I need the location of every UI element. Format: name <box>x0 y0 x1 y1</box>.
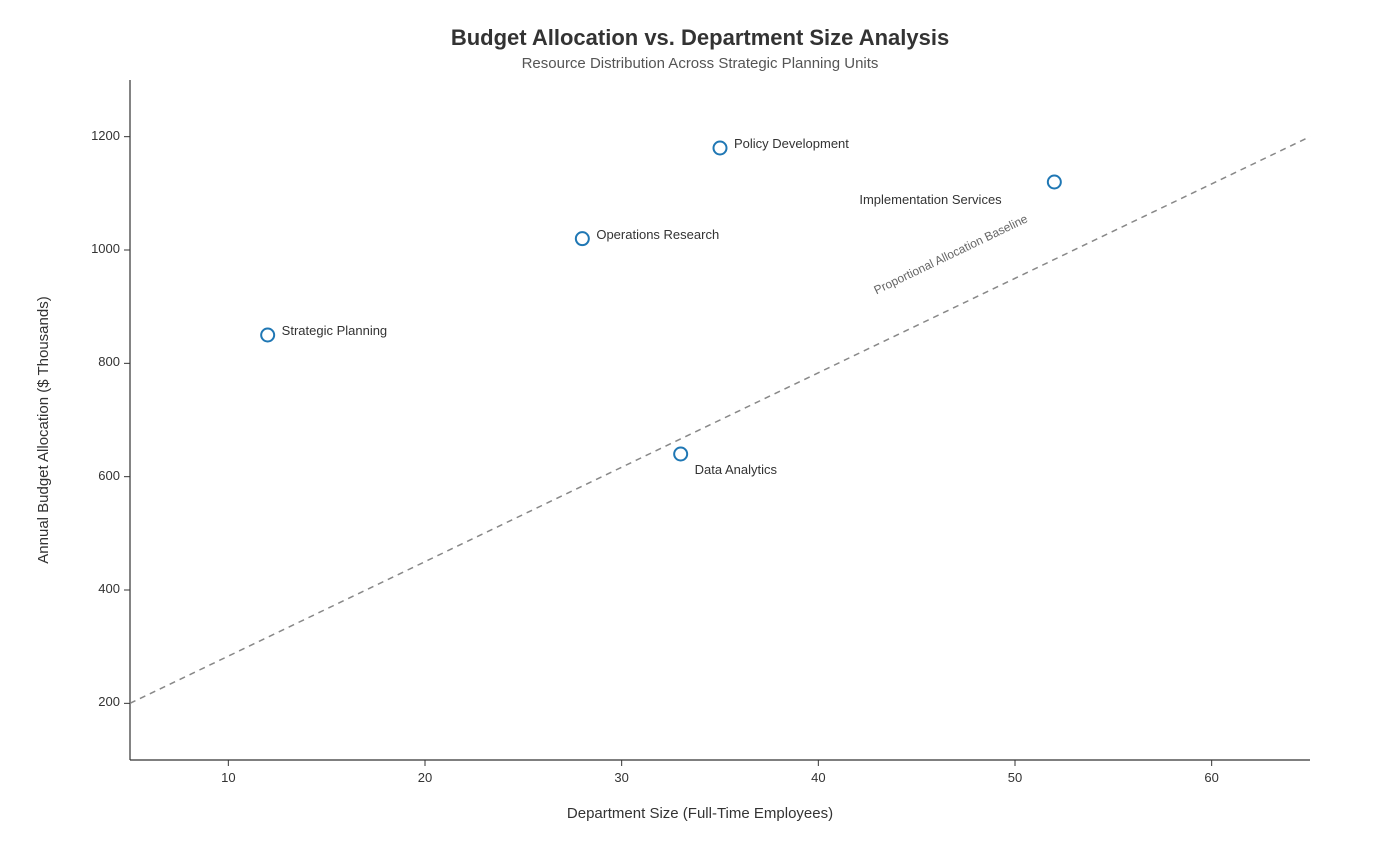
chart-root: Budget Allocation vs. Department Size An… <box>0 0 1400 865</box>
x-tick-label: 20 <box>400 770 450 785</box>
data-point-label: Policy Development <box>734 136 849 151</box>
x-tick-label: 40 <box>793 770 843 785</box>
y-axis-label: Annual Budget Allocation ($ Thousands) <box>35 240 52 620</box>
data-point-label: Strategic Planning <box>282 323 388 338</box>
data-point-label: Operations Research <box>596 227 719 242</box>
y-tick-label: 600 <box>60 468 120 483</box>
y-tick-label: 1000 <box>60 241 120 256</box>
data-point-label: Implementation Services <box>859 192 1001 207</box>
x-tick-label: 10 <box>203 770 253 785</box>
y-tick-label: 400 <box>60 581 120 596</box>
data-point-label: Data Analytics <box>695 462 777 477</box>
x-tick-label: 50 <box>990 770 1040 785</box>
x-tick-label: 60 <box>1187 770 1237 785</box>
plot-area <box>0 0 1400 865</box>
y-tick-label: 200 <box>60 694 120 709</box>
y-tick-label: 1200 <box>60 128 120 143</box>
y-tick-label: 800 <box>60 354 120 369</box>
x-axis-label: Department Size (Full-Time Employees) <box>0 805 1400 822</box>
x-tick-label: 30 <box>597 770 647 785</box>
